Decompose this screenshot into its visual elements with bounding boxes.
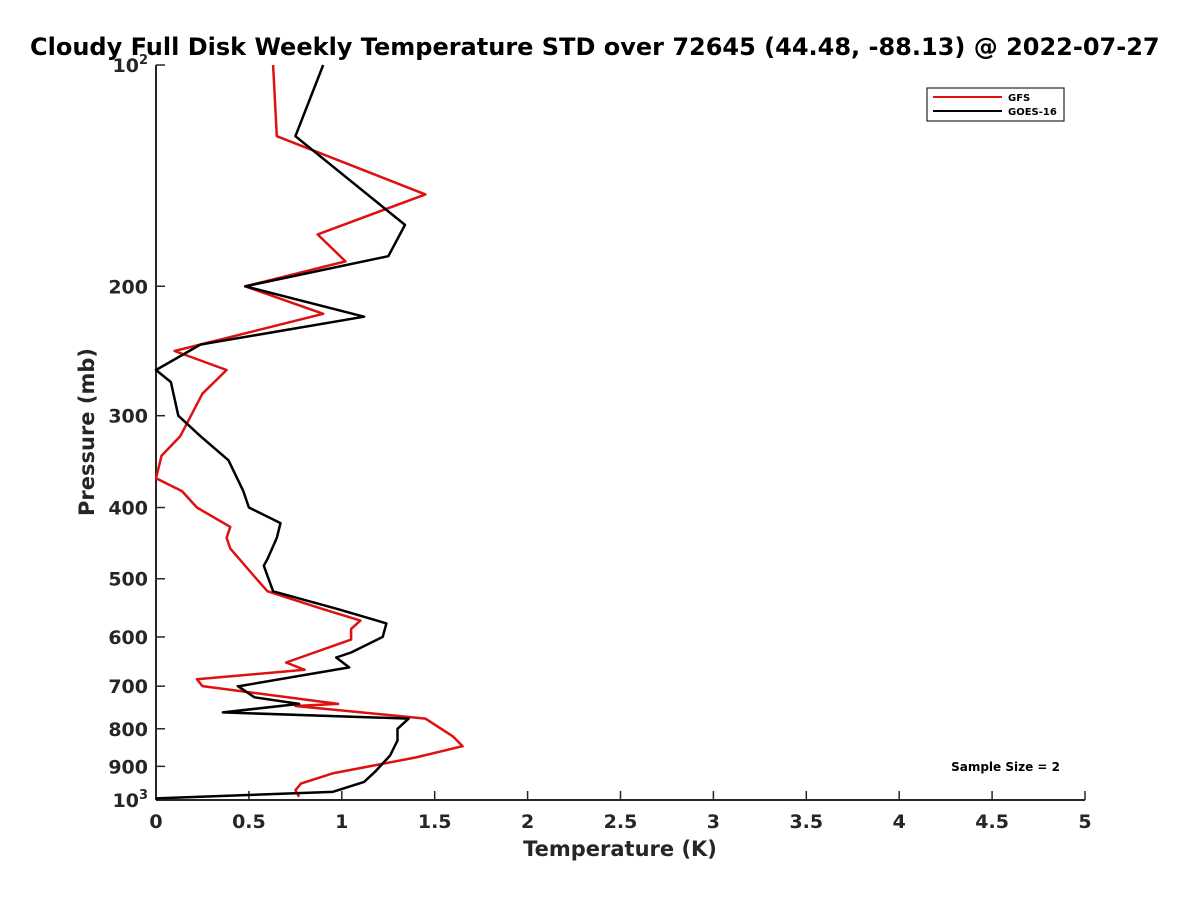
x-tick-label: 1 xyxy=(335,811,348,833)
x-ticks: 0 0.5 1 1.5 2 2.5 3 3.5 4 4.5 5 xyxy=(149,791,1092,833)
y-tick-label: 800 xyxy=(108,719,148,741)
chart-title: Cloudy Full Disk Weekly Temperature STD … xyxy=(30,33,1160,61)
x-tick-label: 3.5 xyxy=(789,811,823,833)
legend: GFS GOES-16 xyxy=(926,87,1065,122)
x-axis-label: Temperature (K) xyxy=(523,837,717,861)
x-tick-label: 0.5 xyxy=(232,811,266,833)
legend-label-gfs: GFS xyxy=(1008,93,1030,104)
y-tick-label: 103 xyxy=(113,788,149,812)
x-tick-label: 4 xyxy=(893,811,906,833)
y-axis-label: Pressure (mb) xyxy=(75,348,99,516)
x-tick-label: 5 xyxy=(1078,811,1091,833)
legend-box xyxy=(926,87,1065,122)
series-line-gfs xyxy=(154,64,464,798)
x-tick-label: 2 xyxy=(521,811,534,833)
y-tick-label: 200 xyxy=(108,276,148,298)
y-tick-label: 102 xyxy=(113,53,149,77)
y-tick-label: 500 xyxy=(108,569,148,591)
y-tick-label: 300 xyxy=(108,406,148,428)
series-line-goes16 xyxy=(154,64,410,800)
y-tick-label: 900 xyxy=(108,756,148,778)
x-tick-label: 2.5 xyxy=(604,811,638,833)
x-tick-label: 4.5 xyxy=(975,811,1009,833)
x-tick-label: 1.5 xyxy=(418,811,452,833)
sample-size-annotation: Sample Size = 2 xyxy=(951,760,1060,774)
y-tick-label: 700 xyxy=(108,676,148,698)
y-ticks: 102 200 300 400 500 600 700 800 900 103 xyxy=(108,53,165,812)
series-group xyxy=(154,64,464,800)
x-tick-label: 3 xyxy=(707,811,720,833)
y-tick-label: 400 xyxy=(108,498,148,520)
plot-area xyxy=(155,65,1085,801)
legend-label-goes16: GOES-16 xyxy=(1008,107,1057,118)
y-tick-label: 600 xyxy=(108,627,148,649)
x-tick-label: 0 xyxy=(149,811,162,833)
